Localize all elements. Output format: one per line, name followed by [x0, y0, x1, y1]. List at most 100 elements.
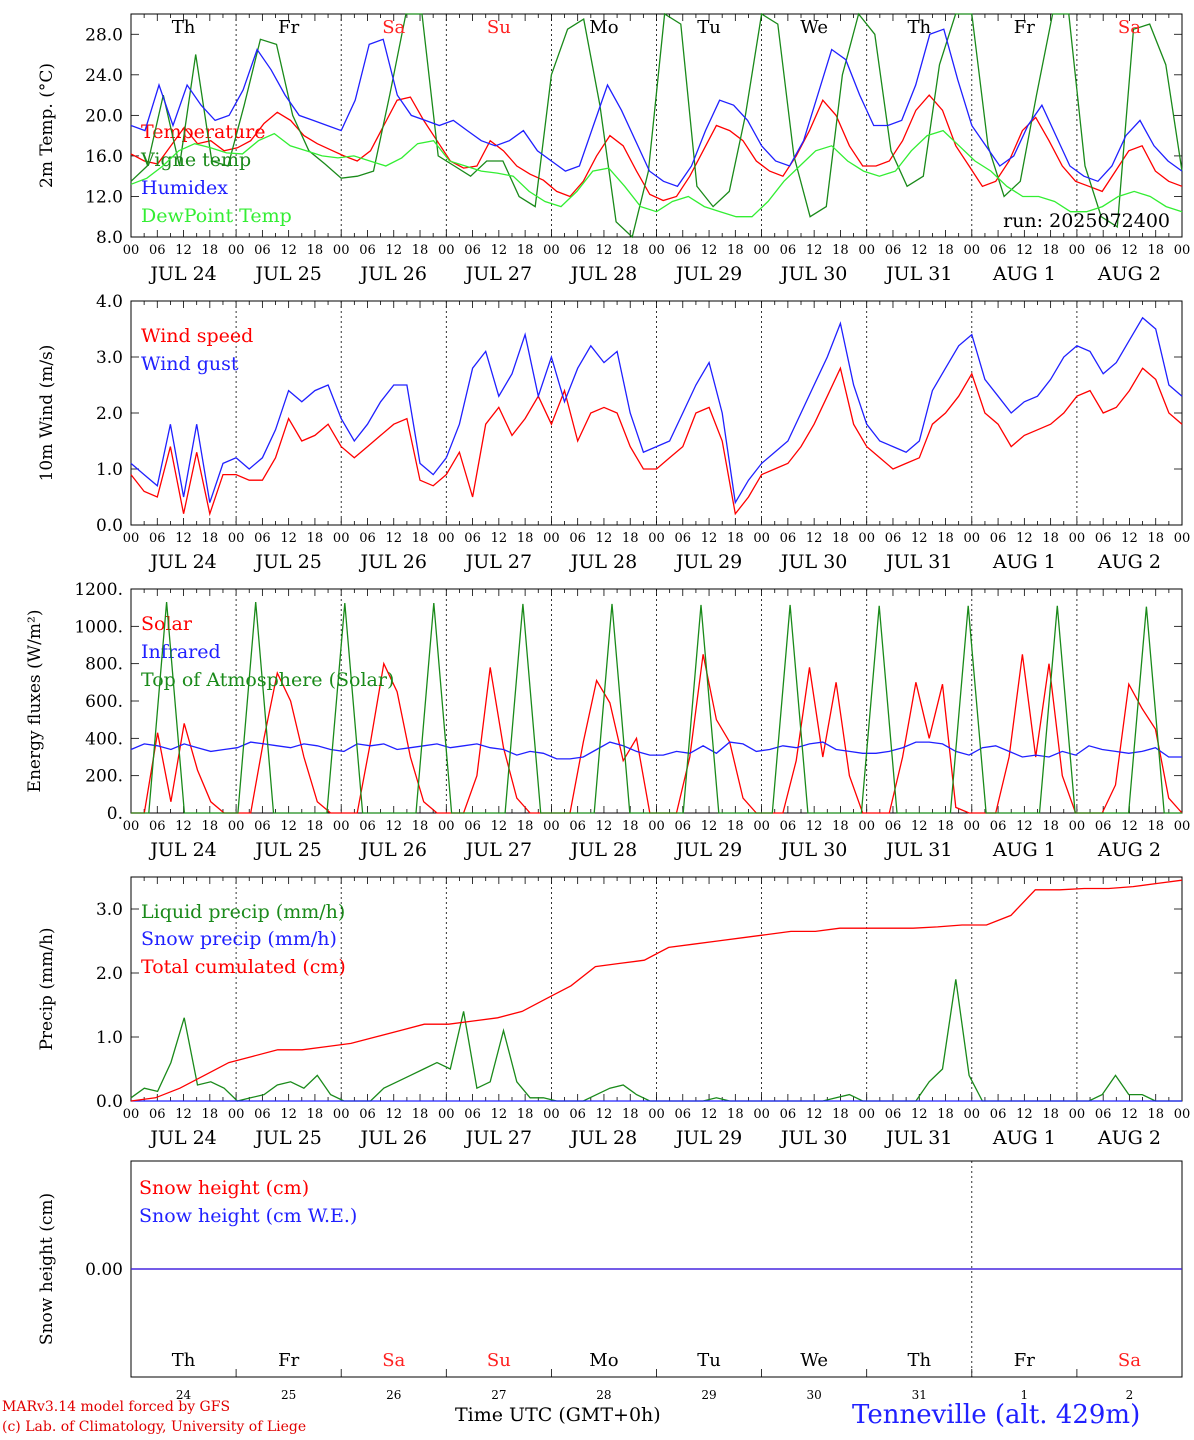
legend-entry: Solar — [141, 613, 193, 635]
weekday-label: Mo — [589, 17, 618, 38]
date-label: JUL 27 — [464, 551, 532, 573]
hour-tick-label: 06 — [780, 819, 797, 834]
hour-tick-label: 06 — [569, 1107, 586, 1122]
hour-tick-label: 06 — [885, 243, 902, 258]
hour-tick-label: 18 — [622, 531, 639, 546]
y-tick-label: 200. — [85, 767, 123, 787]
hour-tick-label: 18 — [727, 1107, 744, 1122]
bottom-weekday-label: Su — [487, 1350, 511, 1371]
hour-tick-label: 12 — [1016, 243, 1033, 258]
date-label: AUG 2 — [1097, 263, 1161, 285]
hour-tick-label: 00 — [1174, 819, 1191, 834]
hour-tick-label: 12 — [701, 1107, 718, 1122]
bottom-weekday-label: Mo — [589, 1350, 618, 1371]
hour-tick-label: 18 — [1147, 243, 1164, 258]
hour-tick-label: 18 — [832, 819, 849, 834]
hour-tick-label: 12 — [911, 819, 928, 834]
hour-tick-label: 18 — [307, 243, 324, 258]
hour-tick-label: 18 — [937, 1107, 954, 1122]
y-tick-label: 1.0 — [96, 460, 123, 480]
hour-tick-label: 00 — [438, 531, 455, 546]
y-tick-label: 0.0 — [96, 516, 123, 536]
date-label: JUL 31 — [884, 551, 952, 573]
bottom-weekday-label: Th — [172, 1350, 196, 1371]
weekday-label: Th — [907, 17, 931, 38]
hour-tick-label: 18 — [517, 243, 534, 258]
hour-tick-label: 00 — [753, 531, 770, 546]
hour-tick-label: 18 — [412, 531, 429, 546]
series-line-0-2 — [130, 28, 1183, 188]
y-tick-label: 3.0 — [96, 900, 123, 920]
legend-entry: Top of Atmosphere (Solar) — [141, 669, 394, 691]
y-tick-label: 0. — [107, 804, 123, 824]
weekday-label: Sa — [382, 17, 405, 38]
weekday-label: Su — [487, 17, 511, 38]
date-label: JUL 24 — [148, 263, 216, 285]
hour-tick-label: 12 — [1121, 1107, 1138, 1122]
bottom-weekday-label: Fr — [1014, 1350, 1035, 1371]
bottom-day-label: 25 — [281, 1388, 296, 1402]
bottom-day-label: 28 — [596, 1388, 611, 1402]
legend-entry: Wind speed — [141, 325, 253, 347]
date-label: JUL 31 — [884, 1127, 952, 1149]
series-line-0-1 — [130, 12, 1183, 239]
hour-tick-label: 00 — [858, 1107, 875, 1122]
legend-entry: DewPoint Temp — [141, 205, 292, 227]
bottom-day-label: 26 — [386, 1388, 401, 1402]
legend-entry: Humidex — [141, 177, 228, 199]
y-tick-label: 20.0 — [85, 106, 123, 126]
hour-tick-label: 18 — [517, 819, 534, 834]
hour-tick-label: 12 — [175, 1107, 192, 1122]
y-tick-label: 28.0 — [85, 25, 123, 45]
hour-tick-label: 06 — [359, 1107, 376, 1122]
date-label: JUL 26 — [359, 263, 427, 285]
hour-tick-label: 00 — [438, 819, 455, 834]
hour-tick-label: 12 — [280, 1107, 297, 1122]
date-label: AUG 1 — [992, 551, 1056, 573]
hour-tick-label: 12 — [596, 819, 613, 834]
hour-tick-label: 12 — [175, 531, 192, 546]
bottom-weekday-label: Sa — [1118, 1350, 1141, 1371]
date-label: JUL 26 — [359, 1127, 427, 1149]
legend-entry: Total cumulated (cm) — [141, 956, 346, 978]
date-label: JUL 29 — [674, 839, 742, 861]
hour-tick-label: 00 — [753, 1107, 770, 1122]
date-label: JUL 27 — [464, 839, 532, 861]
hour-tick-label: 06 — [1095, 531, 1112, 546]
bottom-day-label: 31 — [912, 1388, 927, 1402]
weekday-label: Fr — [1014, 17, 1035, 38]
hour-tick-label: 18 — [1042, 819, 1059, 834]
weekday-label: Th — [172, 17, 196, 38]
hour-tick-label: 12 — [1121, 819, 1138, 834]
hour-tick-label: 00 — [1174, 243, 1191, 258]
hour-tick-label: 06 — [885, 1107, 902, 1122]
hour-tick-label: 18 — [412, 819, 429, 834]
y-tick-label: 2.0 — [96, 404, 123, 424]
hour-tick-label: 06 — [149, 819, 166, 834]
date-label: JUL 24 — [148, 1127, 216, 1149]
series-line-1-0 — [130, 366, 1183, 517]
hour-tick-label: 00 — [438, 1107, 455, 1122]
hour-tick-label: 06 — [569, 819, 586, 834]
hour-tick-label: 06 — [569, 243, 586, 258]
hour-tick-label: 00 — [858, 243, 875, 258]
hour-tick-label: 12 — [280, 819, 297, 834]
y-tick-label: 3.0 — [96, 348, 123, 368]
hour-tick-label: 18 — [307, 1107, 324, 1122]
hour-tick-label: 12 — [701, 243, 718, 258]
y-tick-label: 24.0 — [85, 66, 123, 86]
hour-tick-label: 12 — [175, 819, 192, 834]
hour-tick-label: 06 — [780, 1107, 797, 1122]
hour-tick-label: 06 — [464, 243, 481, 258]
date-label: JUL 27 — [464, 263, 532, 285]
y-tick-label: 4.0 — [96, 292, 123, 312]
hour-tick-label: 00 — [648, 243, 665, 258]
date-label: JUL 29 — [674, 263, 742, 285]
hour-tick-label: 18 — [727, 531, 744, 546]
hour-tick-label: 00 — [543, 531, 560, 546]
date-label: JUL 31 — [884, 839, 952, 861]
hour-tick-label: 18 — [622, 1107, 639, 1122]
hour-tick-label: 06 — [780, 243, 797, 258]
hour-tick-label: 12 — [491, 819, 508, 834]
hour-tick-label: 00 — [1174, 531, 1191, 546]
